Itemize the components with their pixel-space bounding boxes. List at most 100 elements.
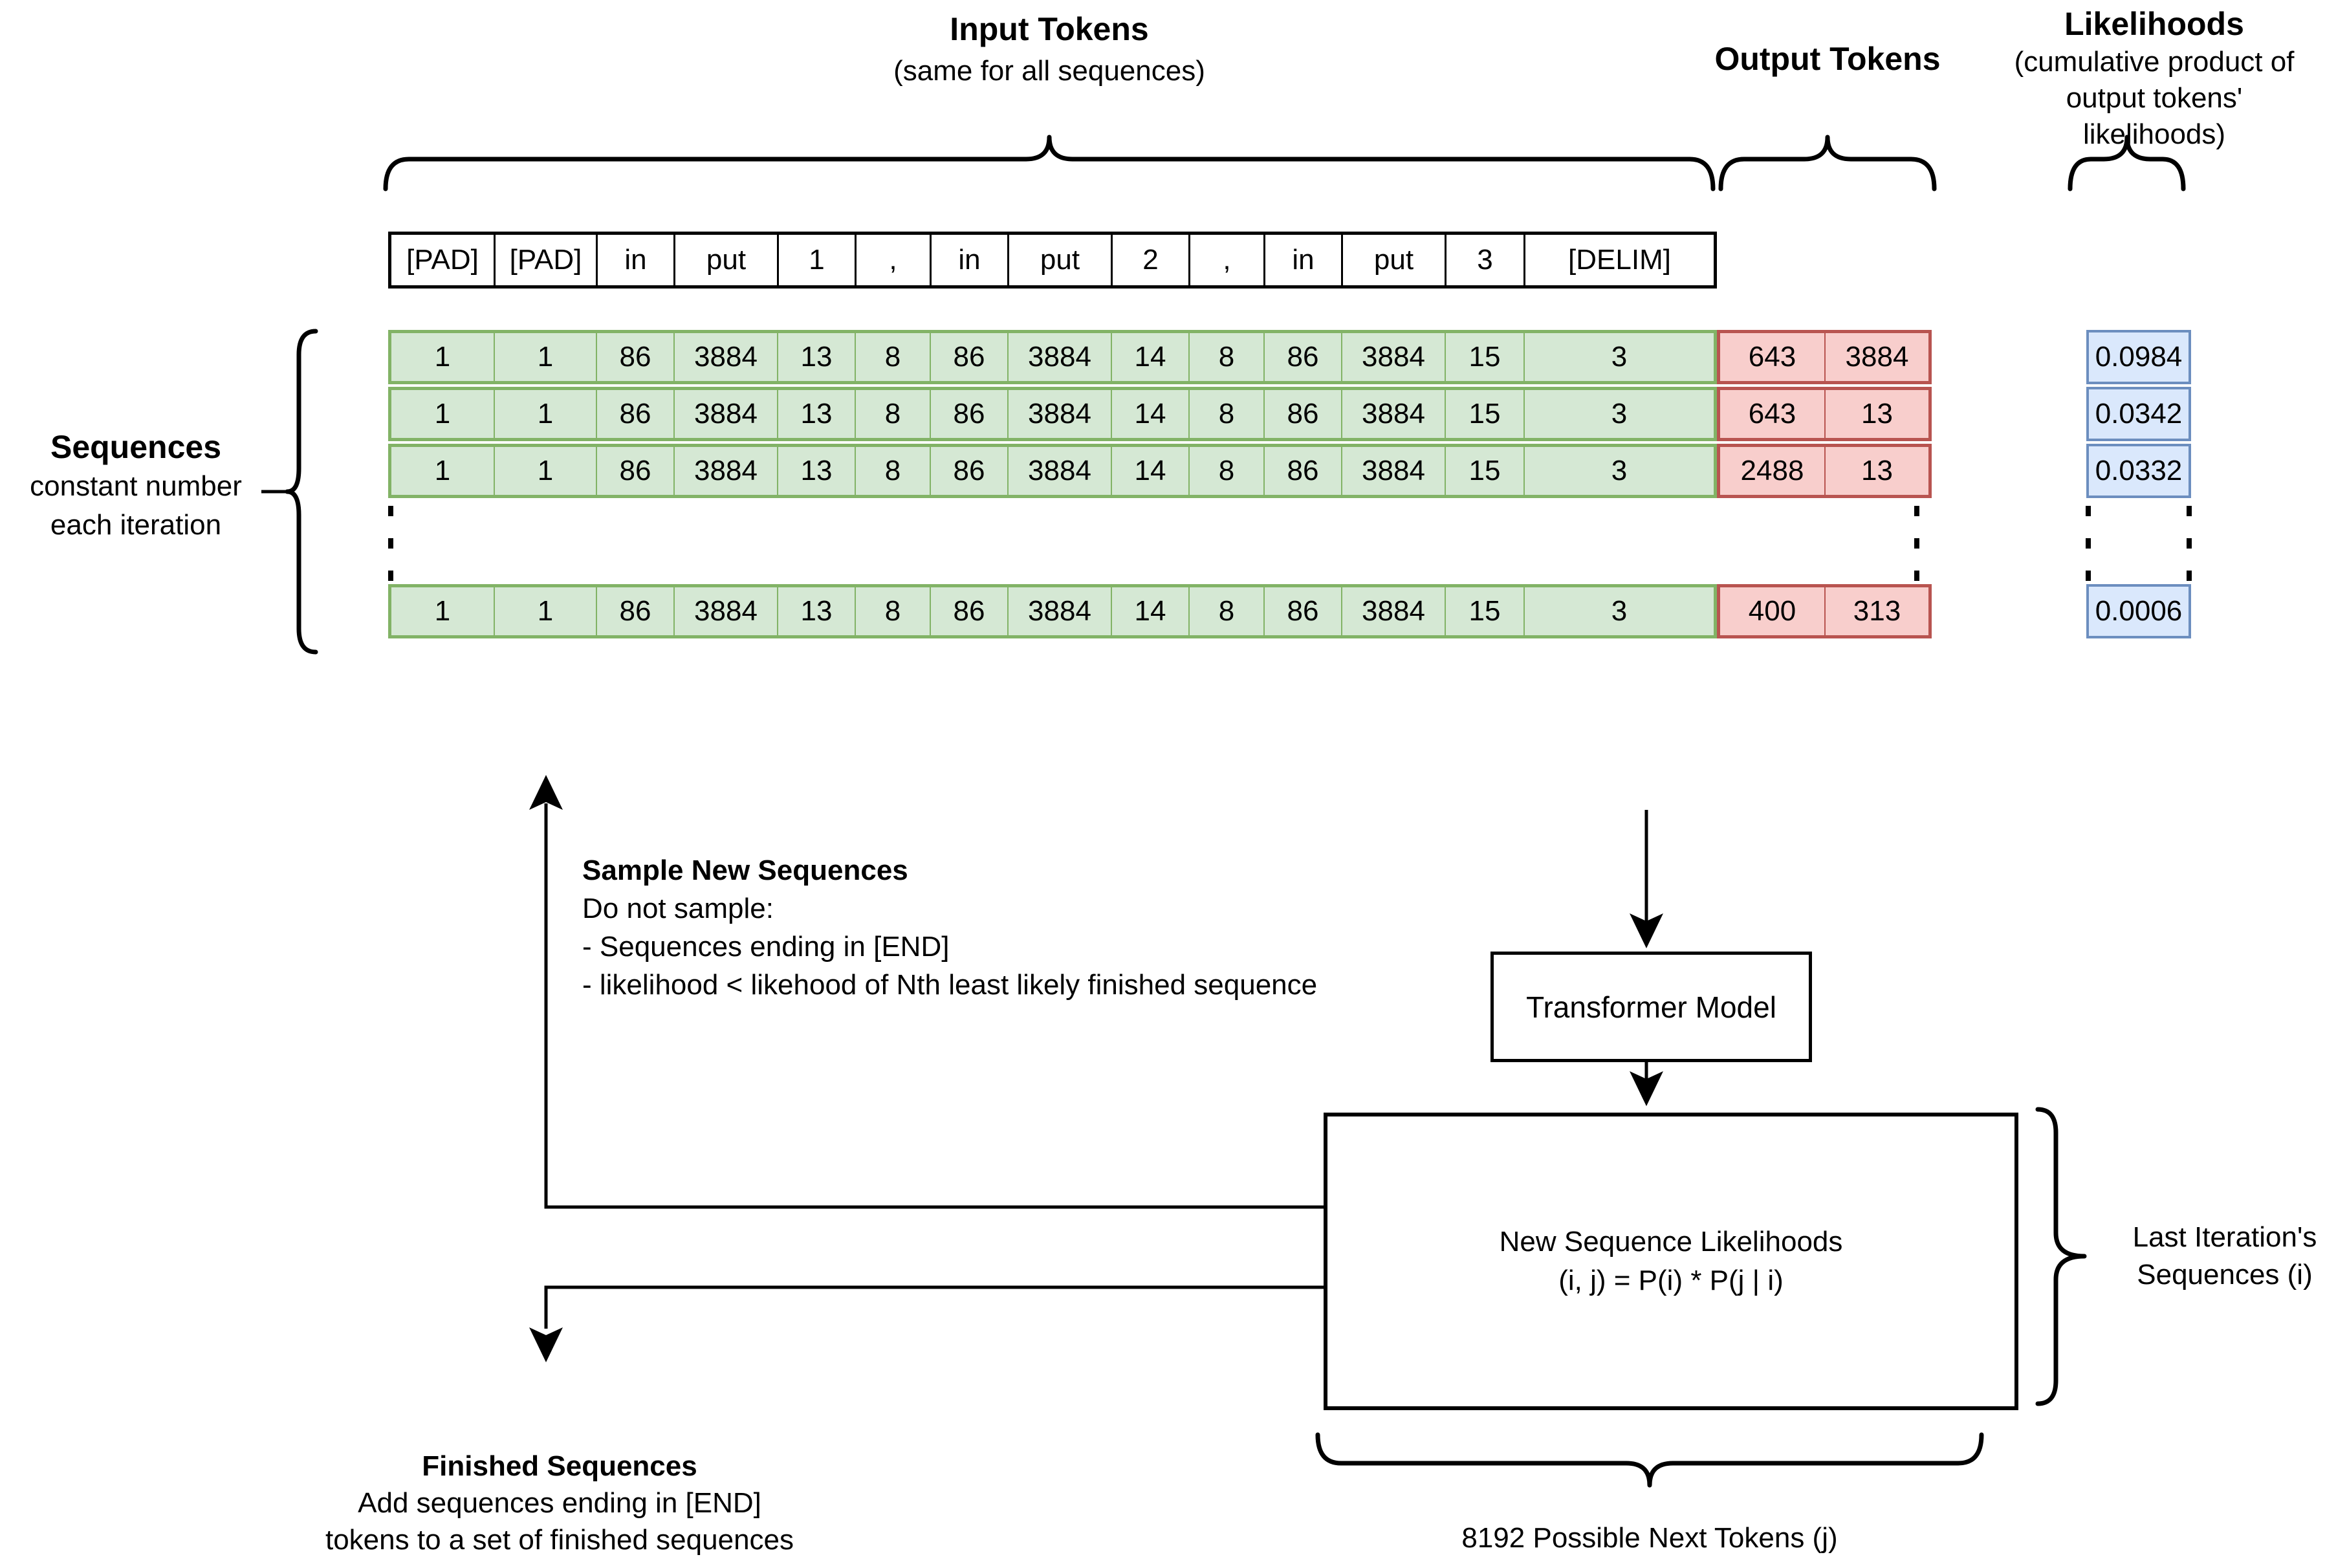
finished-note-title: Finished Sequences bbox=[422, 1450, 697, 1482]
input-token-cell: 3 bbox=[1523, 333, 1714, 381]
transformer-to-matrix-arrowhead bbox=[1630, 1071, 1663, 1106]
sequence-row: 1 1 86 3884 13 8 86 3884 14 8 86 3884 15 3 643 3884 bbox=[388, 330, 1932, 384]
input-token-cell: 3884 bbox=[1007, 447, 1111, 495]
output-tokens-group: 2488 13 bbox=[1717, 444, 1932, 498]
output-tokens-brace bbox=[1718, 135, 1937, 191]
input-token-cell: 14 bbox=[1111, 390, 1188, 438]
output-token-cell: 13 bbox=[1824, 390, 1928, 438]
likelihood-cell: 0.0006 bbox=[2086, 584, 2191, 638]
matrix-to-finished-elbow bbox=[544, 1285, 1324, 1329]
input-token-cell: 86 bbox=[930, 587, 1007, 635]
input-token-cell: 8 bbox=[855, 447, 930, 495]
input-token-cell: 3884 bbox=[1341, 390, 1445, 438]
finished-sequences-note: Finished Sequences Add sequences ending … bbox=[294, 1448, 825, 1558]
input-token-cell: 86 bbox=[930, 333, 1007, 381]
last-iterations-label: Last Iteration's Sequences (i) bbox=[2102, 1219, 2347, 1294]
sequence-row: 1 1 86 3884 13 8 86 3884 14 8 86 3884 15 3 643 13 bbox=[388, 387, 1932, 441]
likelihoods-subtitle-line2: output tokens' likelihoods) bbox=[2066, 82, 2243, 150]
output-tokens-title: Output Tokens bbox=[1714, 41, 1941, 77]
sequences-label-line2: constant number bbox=[30, 470, 242, 502]
input-token-cell: 86 bbox=[1263, 333, 1341, 381]
input-token-cell: 1 bbox=[434, 341, 451, 373]
input-token-cell: 3884 bbox=[1007, 333, 1111, 381]
input-token-cell: 8 bbox=[855, 390, 930, 438]
sample-note-title: Sample New Sequences bbox=[582, 855, 908, 886]
input-tokens-group: 1 1 86 3884 13 8 86 3884 14 8 86 3884 15 3 bbox=[388, 444, 1717, 498]
input-token-cell: 1 bbox=[434, 595, 451, 627]
output-tokens-group: 643 3884 bbox=[1717, 330, 1932, 384]
header-token-cell: [PAD] bbox=[406, 244, 479, 276]
transformer-model-label: Transformer Model bbox=[1526, 990, 1776, 1024]
new-sequence-likelihoods-line2: (i, j) = P(i) * P(j | i) bbox=[1558, 1265, 1784, 1296]
input-token-cell: 86 bbox=[1263, 587, 1341, 635]
input-token-cell: 86 bbox=[1263, 390, 1341, 438]
input-token-cell: 3884 bbox=[673, 447, 777, 495]
possible-tokens-brace bbox=[1315, 1432, 1984, 1488]
header-token-cell: [DELIM] bbox=[1523, 235, 1714, 285]
input-token-cell: 1 bbox=[494, 390, 596, 438]
input-token-cell: 86 bbox=[1263, 447, 1341, 495]
likelihoods-subtitle-line1: (cumulative product of bbox=[2014, 46, 2295, 78]
sample-note-line1: Do not sample: bbox=[582, 893, 774, 924]
sequences-label-line3: each iteration bbox=[50, 509, 222, 541]
input-token-cell: 86 bbox=[596, 390, 673, 438]
input-token-cell: 3884 bbox=[1341, 447, 1445, 495]
input-token-cell: 3884 bbox=[1007, 390, 1111, 438]
input-token-cell: 14 bbox=[1111, 587, 1188, 635]
input-token-cell: 15 bbox=[1445, 333, 1523, 381]
header-token-cell: , bbox=[1188, 235, 1263, 285]
sequence-row: 1 1 86 3884 13 8 86 3884 14 8 86 3884 15 3 2488 13 bbox=[388, 444, 1932, 498]
input-token-cell: 1 bbox=[494, 447, 596, 495]
output-token-cell: 2488 bbox=[1740, 455, 1804, 486]
output-token-cell: 643 bbox=[1748, 341, 1796, 373]
input-token-cell: 3884 bbox=[673, 390, 777, 438]
token-header-row: [PAD] [PAD] in put 1, in put 2, in put 3 [DELIM] bbox=[388, 232, 1717, 289]
header-token-cell: in bbox=[596, 235, 673, 285]
output-tokens-group: 400 313 bbox=[1717, 584, 1932, 638]
header-token-cell: 3 bbox=[1445, 235, 1523, 285]
transformer-model-box: Transformer Model bbox=[1490, 952, 1812, 1062]
sample-new-sequences-note: Sample New Sequences Do not sample: - Se… bbox=[582, 851, 1721, 1004]
input-tokens-brace bbox=[383, 135, 1716, 191]
input-token-cell: 8 bbox=[855, 587, 930, 635]
output-token-cell: 313 bbox=[1824, 587, 1928, 635]
input-token-cell: 15 bbox=[1445, 587, 1523, 635]
input-token-cell: 86 bbox=[596, 587, 673, 635]
finished-down-arrowhead bbox=[529, 1327, 563, 1362]
new-sequence-likelihoods-line1: New Sequence Likelihoods bbox=[1499, 1226, 1843, 1258]
input-token-cell: 8 bbox=[855, 333, 930, 381]
output-tokens-group: 643 13 bbox=[1717, 387, 1932, 441]
input-token-cell: 3 bbox=[1523, 447, 1714, 495]
sequence-row: 1 1 86 3884 13 8 86 3884 14 8 86 3884 15 3 400 313 bbox=[388, 584, 1932, 638]
possible-next-tokens-label: 8192 Possible Next Tokens (j) bbox=[1461, 1522, 1838, 1554]
sequences-brace bbox=[285, 329, 318, 655]
input-token-cell: 13 bbox=[777, 447, 855, 495]
input-token-cell: 3884 bbox=[1007, 587, 1111, 635]
output-token-cell: 13 bbox=[1824, 447, 1928, 495]
input-token-cell: 8 bbox=[1188, 447, 1263, 495]
input-tokens-title: Input Tokens bbox=[950, 11, 1149, 47]
input-token-cell: 14 bbox=[1111, 447, 1188, 495]
likelihood-cell: 0.0342 bbox=[2086, 387, 2191, 441]
header-token-cell: put bbox=[1007, 235, 1111, 285]
input-token-cell: 86 bbox=[930, 447, 1007, 495]
input-tokens-group: 1 1 86 3884 13 8 86 3884 14 8 86 3884 15 3 bbox=[388, 387, 1717, 441]
input-token-cell: 3884 bbox=[673, 333, 777, 381]
likelihood-cell: 0.0984 bbox=[2086, 330, 2191, 384]
input-token-cell: 13 bbox=[777, 333, 855, 381]
likelihood-cell: 0.0332 bbox=[2086, 444, 2191, 498]
new-sequence-likelihoods-box: New Sequence Likelihoods (i, j) = P(i) *… bbox=[1324, 1113, 2018, 1410]
sample-note-line3: - likelihood < likehood of Nth least lik… bbox=[582, 969, 1318, 1001]
input-token-cell: 15 bbox=[1445, 447, 1523, 495]
input-tokens-group: 1 1 86 3884 13 8 86 3884 14 8 86 3884 15 3 bbox=[388, 584, 1717, 638]
header-token-cell: in bbox=[930, 235, 1007, 285]
input-tokens-subtitle: (same for all sequences) bbox=[893, 55, 1205, 87]
sequences-label-title: Sequences bbox=[50, 429, 221, 465]
input-token-cell: 86 bbox=[596, 333, 673, 381]
input-token-cell: 3884 bbox=[673, 587, 777, 635]
input-token-cell: 15 bbox=[1445, 390, 1523, 438]
last-iterations-line1: Last Iteration's bbox=[2132, 1221, 2317, 1253]
output-token-cell: 400 bbox=[1748, 595, 1796, 627]
input-token-cell: 13 bbox=[777, 390, 855, 438]
